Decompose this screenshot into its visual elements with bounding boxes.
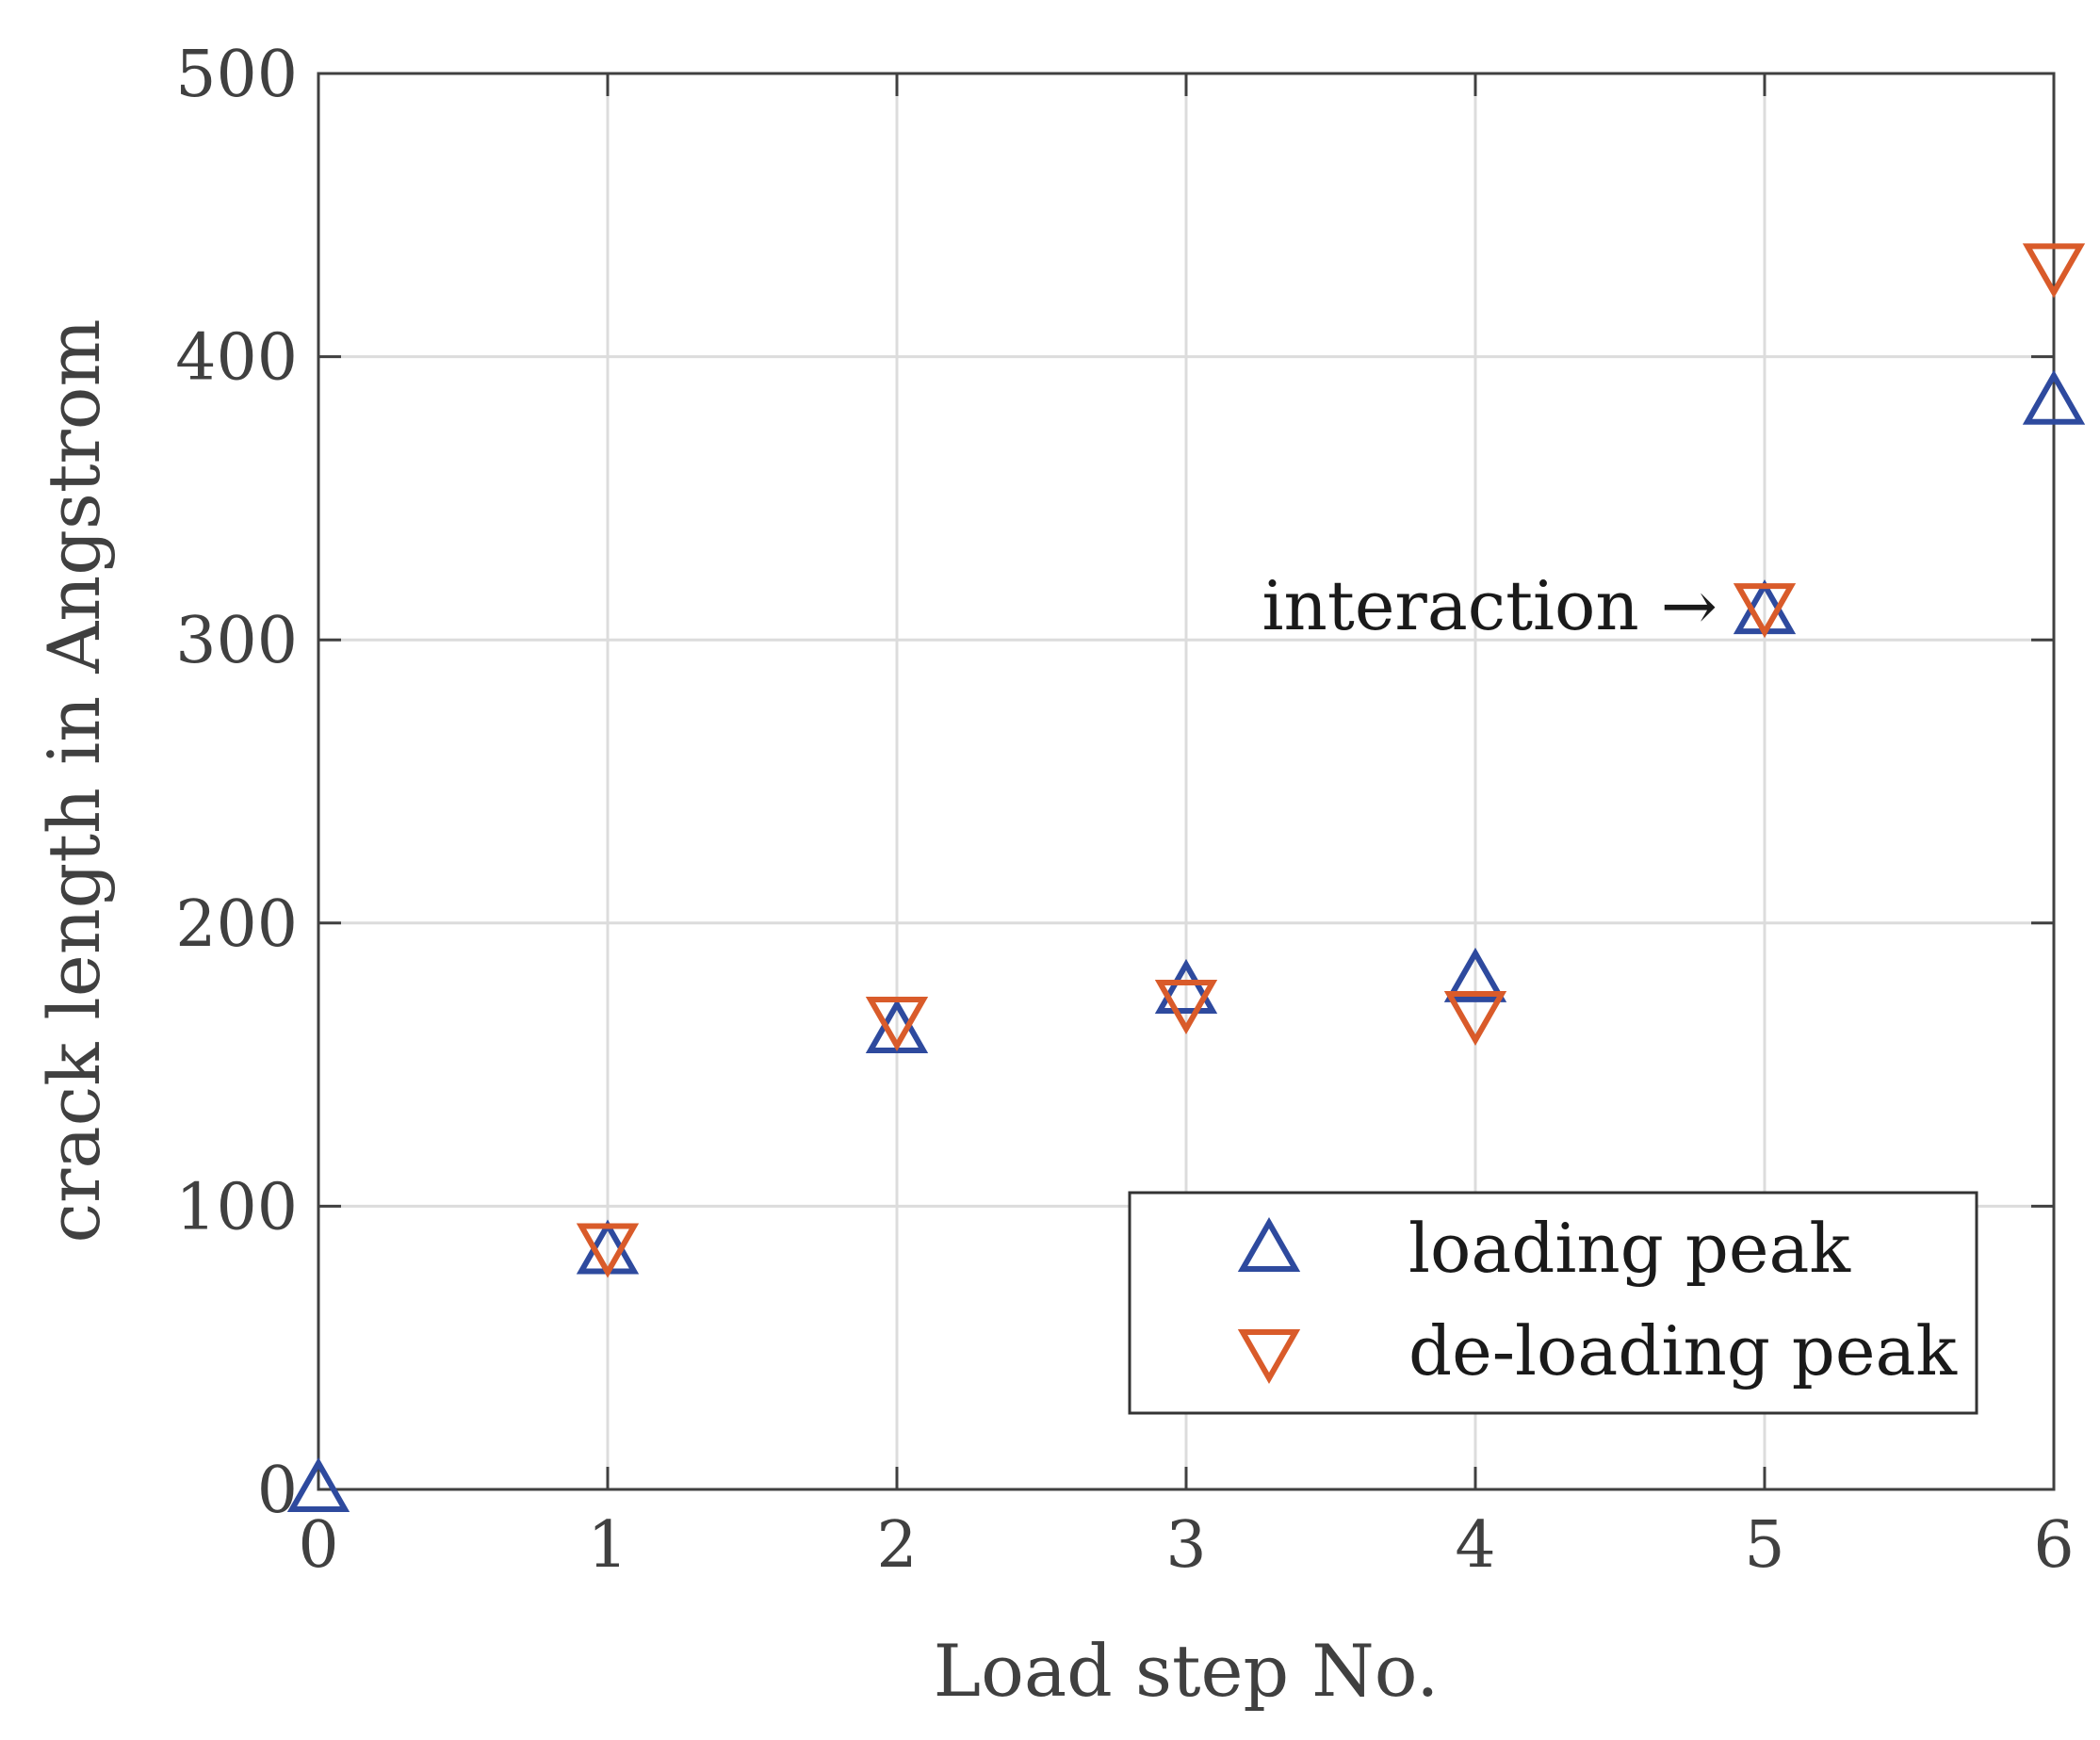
x-tick-label: 4 bbox=[1455, 1508, 1495, 1583]
y-tick-label: 400 bbox=[175, 321, 298, 396]
legend-marker-de-loading-peak bbox=[1237, 1329, 1301, 1385]
de-loading-peak-marker bbox=[865, 997, 929, 1052]
y-tick-label: 0 bbox=[257, 1454, 298, 1528]
de-loading-peak-marker bbox=[576, 1223, 640, 1278]
y-tick-label: 500 bbox=[175, 38, 298, 112]
x-tick-label: 1 bbox=[587, 1508, 627, 1583]
legend-label-de-loading-peak: de-loading peak bbox=[1408, 1311, 1958, 1390]
y-axis-title: crack length in Angstrom bbox=[32, 318, 116, 1243]
x-tick-label: 3 bbox=[1165, 1508, 1206, 1583]
loading-peak-marker bbox=[286, 1456, 350, 1512]
legend-label-loading-peak: loading peak bbox=[1408, 1209, 1851, 1288]
loading-peak-marker bbox=[1154, 958, 1218, 1014]
de-loading-peak-marker bbox=[1443, 990, 1507, 1047]
de-loading-peak-marker bbox=[1733, 583, 1797, 639]
loading-peak-marker bbox=[1443, 947, 1507, 1002]
data-markers bbox=[286, 243, 2086, 1512]
annotation-label: interaction → bbox=[1262, 566, 1717, 645]
y-tick-label: 100 bbox=[175, 1170, 298, 1244]
tick-labels: 0 1 2 3 4 5 6 0 100 200 300 400 500 bbox=[175, 38, 2074, 1583]
x-axis-title: Load step No. bbox=[934, 1629, 1440, 1713]
de-loading-peak-marker bbox=[1154, 979, 1218, 1035]
x-tick-label: 6 bbox=[2033, 1508, 2074, 1583]
annotations: interaction → bbox=[1262, 566, 1717, 645]
axis-ticks bbox=[317, 72, 2056, 1491]
y-tick-label: 300 bbox=[175, 604, 298, 678]
legend: loading peak de-loading peak bbox=[1128, 1191, 1978, 1415]
x-tick-label: 5 bbox=[1744, 1508, 1784, 1583]
series-de-loading-peak bbox=[576, 243, 2086, 1278]
legend-marker-loading-peak bbox=[1237, 1216, 1301, 1272]
de-loading-peak-marker bbox=[2022, 243, 2086, 299]
y-tick-label: 200 bbox=[175, 887, 298, 962]
x-tick-label: 2 bbox=[876, 1508, 917, 1583]
x-tick-label: 0 bbox=[298, 1508, 338, 1583]
loading-peak-marker bbox=[2022, 369, 2086, 425]
